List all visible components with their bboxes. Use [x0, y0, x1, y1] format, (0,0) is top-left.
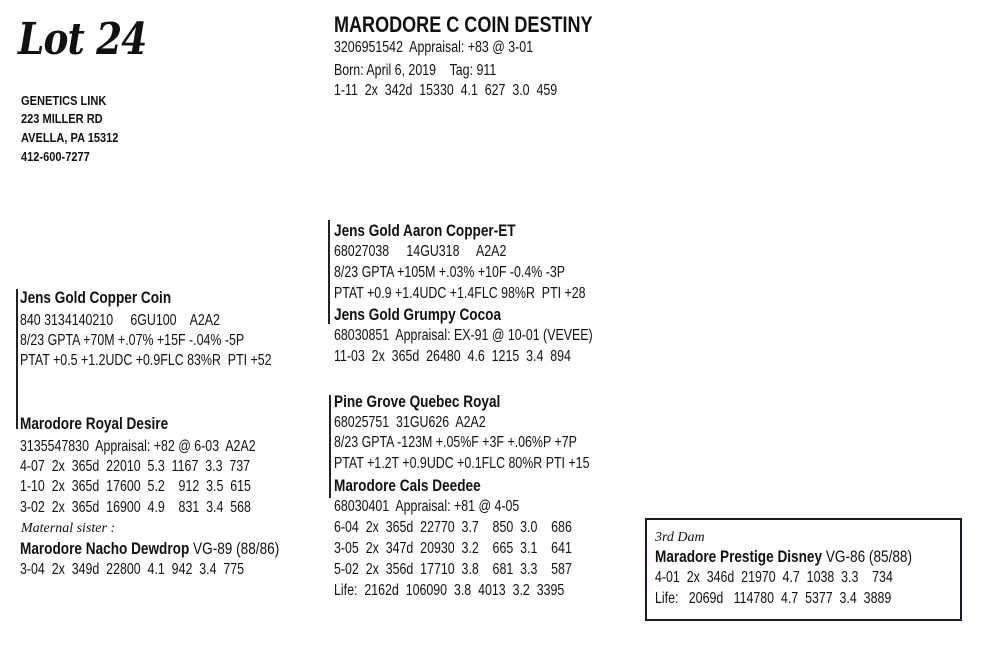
sire-ptat: PTAT +0.5 +1.2UDC +0.9FLC 83%R PTI +52	[20, 352, 272, 369]
sires-sire-id-line: 68027038 14GU318 A2A2	[334, 243, 507, 260]
sister-record: 3-04 2x 349d 22800 4.1 942 3.4 775	[20, 561, 245, 578]
dams-dam-record: 5-02 2x 356d 17710 3.8 681 3.3 587	[334, 561, 572, 578]
sires-sire-ptat: PTAT +0.9 +1.4UDC +1.4FLC 98%R PTI +28	[334, 285, 586, 302]
sister-score: VG-89 (88/86)	[189, 539, 280, 558]
third-dam-record: 4-01 2x 346d 21970 4.7 1038 3.3 734	[655, 569, 893, 586]
sires-dam-id-line: 68030851 Appraisal: EX-91 @ 10-01 (VEVEE…	[334, 327, 593, 344]
pedigree-bracket-dam	[329, 395, 331, 498]
animal-name: MARODORE C COIN DESTINY	[334, 12, 593, 37]
dams-dam-lifetime: Life: 2162d 106090 3.8 4013 3.2 3395	[334, 582, 565, 599]
sires-dam-record: 11-03 2x 365d 26480 4.6 1215 3.4 894	[334, 348, 571, 365]
sires-sire-name: Jens Gold Aaron Copper-ET	[334, 221, 516, 240]
dam-record: 1-10 2x 365d 17600 5.2 912 3.5 615	[20, 478, 251, 495]
sire-id-line: 840 3134140210 6GU100 A2A2	[20, 312, 220, 329]
dams-dam-id-line: 68030401 Appraisal: +81 @ 4-05	[334, 498, 520, 515]
lot-number: Lot 24	[18, 14, 147, 65]
third-dam-score: VG-86 (85/88)	[822, 547, 913, 566]
sire-gpta: 8/23 GPTA +70M +.07% +15F -.04% -5P	[20, 332, 245, 349]
consignor-street: 223 MILLER RD	[21, 111, 103, 126]
dams-dam-record: 3-05 2x 347d 20930 3.2 665 3.1 641	[334, 540, 572, 557]
consignor-name: GENETICS LINK	[21, 93, 107, 108]
dams-sire-id-line: 68025751 31GU626 A2A2	[334, 414, 486, 431]
sire-name: Jens Gold Copper Coin	[20, 288, 172, 307]
consignor-phone: 412-600-7277	[21, 149, 90, 164]
sister-name: Marodore Nacho Dewdrop	[20, 539, 190, 558]
maternal-sister: Marodore Nacho Dewdrop VG-89 (88/86)	[20, 540, 279, 558]
pedigree-bracket-left	[16, 289, 18, 429]
third-dam-label: 3rd Dam	[655, 530, 705, 545]
dam-record: 4-07 2x 365d 22010 5.3 1167 3.3 737	[20, 458, 251, 475]
third-dam-box: 3rd Dam Maradore Prestige Disney VG-86 (…	[645, 518, 962, 621]
third-dam-lifetime: Life: 2069d 114780 4.7 5377 3.4 3889	[655, 590, 892, 607]
subject-record: 1-11 2x 342d 15330 4.1 627 3.0 459	[334, 82, 558, 99]
sires-dam-name: Jens Gold Grumpy Cocoa	[334, 305, 502, 324]
third-dam-name: Maradore Prestige Disney	[655, 547, 823, 566]
dams-dam-record: 6-04 2x 365d 22770 3.7 850 3.0 686	[334, 519, 572, 536]
dams-sire-ptat: PTAT +1.2T +0.9UDC +0.1FLC 80%R PTI +15	[334, 455, 590, 472]
dams-sire-gpta: 8/23 GPTA -123M +.05%F +3F +.06%P +7P	[334, 434, 577, 451]
dam-id-line: 3135547830 Appraisal: +82 @ 6-03 A2A2	[20, 438, 256, 455]
dam-name: Marodore Royal Desire	[20, 414, 169, 433]
subject-id-line: 3206951542 Appraisal: +83 @ 3-01	[334, 39, 534, 56]
subject-born-line: Born: April 6, 2019 Tag: 911	[334, 62, 497, 79]
consignor-city: AVELLA, PA 15312	[21, 130, 119, 145]
sires-sire-gpta: 8/23 GPTA +105M +.03% +10F -0.4% -3P	[334, 264, 566, 281]
dam-record: 3-02 2x 365d 16900 4.9 831 3.4 568	[20, 499, 251, 516]
dams-sire-name: Pine Grove Quebec Royal	[334, 392, 501, 411]
maternal-sister-label: Maternal sister :	[21, 521, 116, 536]
dams-dam-name: Marodore Cals Deedee	[334, 476, 481, 495]
pedigree-bracket-sire	[328, 220, 330, 324]
third-dam-heading: Maradore Prestige Disney VG-86 (85/88)	[655, 548, 912, 566]
